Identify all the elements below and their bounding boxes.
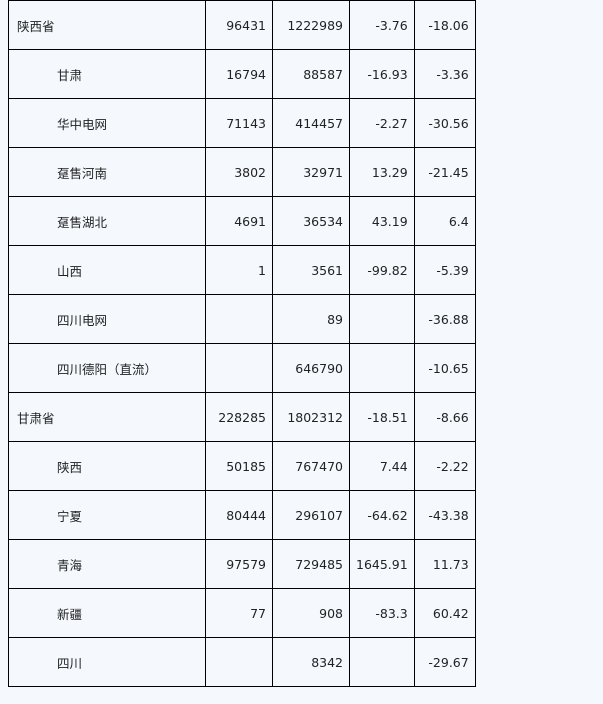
cell-c1: 228285 <box>205 392 273 442</box>
cell-c3: -99.82 <box>349 245 415 295</box>
cell-c3 <box>349 637 415 687</box>
table-row: 青海 97579 729485 1645.91 11.73 <box>8 539 476 589</box>
cell-c1: 97579 <box>205 539 273 589</box>
table-row: 甘肃省 228285 1802312 -18.51 -8.66 <box>8 392 476 442</box>
cell-c1 <box>205 294 273 344</box>
row-name: 陕西 <box>8 441 206 491</box>
cell-c3: -2.27 <box>349 98 415 148</box>
table-row: 山西 1 3561 -99.82 -5.39 <box>8 245 476 295</box>
cell-c4: 6.4 <box>413 196 476 246</box>
row-name: 山西 <box>8 245 206 295</box>
cell-c4: -29.67 <box>413 637 476 687</box>
cell-c4: -5.39 <box>413 245 476 295</box>
cell-c4: -30.56 <box>413 98 476 148</box>
cell-c4: 11.73 <box>413 539 476 589</box>
row-name: 陕西省 <box>8 0 206 50</box>
row-name: 趸售河南 <box>8 147 206 197</box>
cell-c2: 1802312 <box>272 392 350 442</box>
cell-c1: 50185 <box>205 441 273 491</box>
cell-c1: 71143 <box>205 98 273 148</box>
table-row: 四川德阳（直流） 646790 -10.65 <box>8 343 476 393</box>
table-row: 趸售湖北 4691 36534 43.19 6.4 <box>8 196 476 246</box>
cell-c3: -16.93 <box>349 49 415 99</box>
row-name: 甘肃 <box>8 49 206 99</box>
cell-c4: -43.38 <box>413 490 476 540</box>
cell-c2: 89 <box>272 294 350 344</box>
cell-c1: 16794 <box>205 49 273 99</box>
cell-c3 <box>349 343 415 393</box>
table-row: 趸售河南 3802 32971 13.29 -21.45 <box>8 147 476 197</box>
table-row: 新疆 77 908 -83.3 60.42 <box>8 588 476 638</box>
data-table: 陕西省 96431 1222989 -3.76 -18.06 甘肃 16794 88587 -1… <box>8 0 476 687</box>
table-row: 宁夏 80444 296107 -64.62 -43.38 <box>8 490 476 540</box>
cell-c4: -8.66 <box>413 392 476 442</box>
cell-c4: -18.06 <box>413 0 476 50</box>
cell-c2: 32971 <box>272 147 350 197</box>
table-row: 四川电网 89 -36.88 <box>8 294 476 344</box>
cell-c2: 1222989 <box>272 0 350 50</box>
cell-c2: 767470 <box>272 441 350 491</box>
cell-c2: 908 <box>272 588 350 638</box>
cell-c2: 88587 <box>272 49 350 99</box>
cell-c1: 4691 <box>205 196 273 246</box>
cell-c3: 43.19 <box>349 196 415 246</box>
cell-c1: 1 <box>205 245 273 295</box>
row-name: 宁夏 <box>8 490 206 540</box>
cell-c2: 296107 <box>272 490 350 540</box>
row-name: 四川德阳（直流） <box>8 343 206 393</box>
cell-c4: 60.42 <box>413 588 476 638</box>
cell-c1 <box>205 343 273 393</box>
cell-c2: 729485 <box>272 539 350 589</box>
cell-c4: -10.65 <box>413 343 476 393</box>
cell-c3: 13.29 <box>349 147 415 197</box>
table-row: 陕西 50185 767470 7.44 -2.22 <box>8 441 476 491</box>
table-row: 陕西省 96431 1222989 -3.76 -18.06 <box>8 0 476 50</box>
cell-c2: 8342 <box>272 637 350 687</box>
cell-c3: -64.62 <box>349 490 415 540</box>
cell-c4: -36.88 <box>413 294 476 344</box>
cell-c1: 80444 <box>205 490 273 540</box>
cell-c1: 3802 <box>205 147 273 197</box>
row-name: 甘肃省 <box>8 392 206 442</box>
cell-c3: 1645.91 <box>349 539 415 589</box>
row-name: 新疆 <box>8 588 206 638</box>
cell-c3: 7.44 <box>349 441 415 491</box>
table-row: 甘肃 16794 88587 -16.93 -3.36 <box>8 49 476 99</box>
row-name: 华中电网 <box>8 98 206 148</box>
cell-c1: 96431 <box>205 0 273 50</box>
cell-c1 <box>205 637 273 687</box>
cell-c4: -2.22 <box>413 441 476 491</box>
cell-c3 <box>349 294 415 344</box>
row-name: 四川 <box>8 637 206 687</box>
cell-c4: -3.36 <box>413 49 476 99</box>
cell-c3: -18.51 <box>349 392 415 442</box>
row-name: 青海 <box>8 539 206 589</box>
cell-c2: 414457 <box>272 98 350 148</box>
row-name: 趸售湖北 <box>8 196 206 246</box>
cell-c2: 36534 <box>272 196 350 246</box>
cell-c2: 646790 <box>272 343 350 393</box>
table-row: 四川 8342 -29.67 <box>8 637 476 687</box>
row-name: 四川电网 <box>8 294 206 344</box>
cell-c3: -83.3 <box>349 588 415 638</box>
cell-c1: 77 <box>205 588 273 638</box>
cell-c2: 3561 <box>272 245 350 295</box>
cell-c4: -21.45 <box>413 147 476 197</box>
cell-c3: -3.76 <box>349 0 415 50</box>
table-row: 华中电网 71143 414457 -2.27 -30.56 <box>8 98 476 148</box>
